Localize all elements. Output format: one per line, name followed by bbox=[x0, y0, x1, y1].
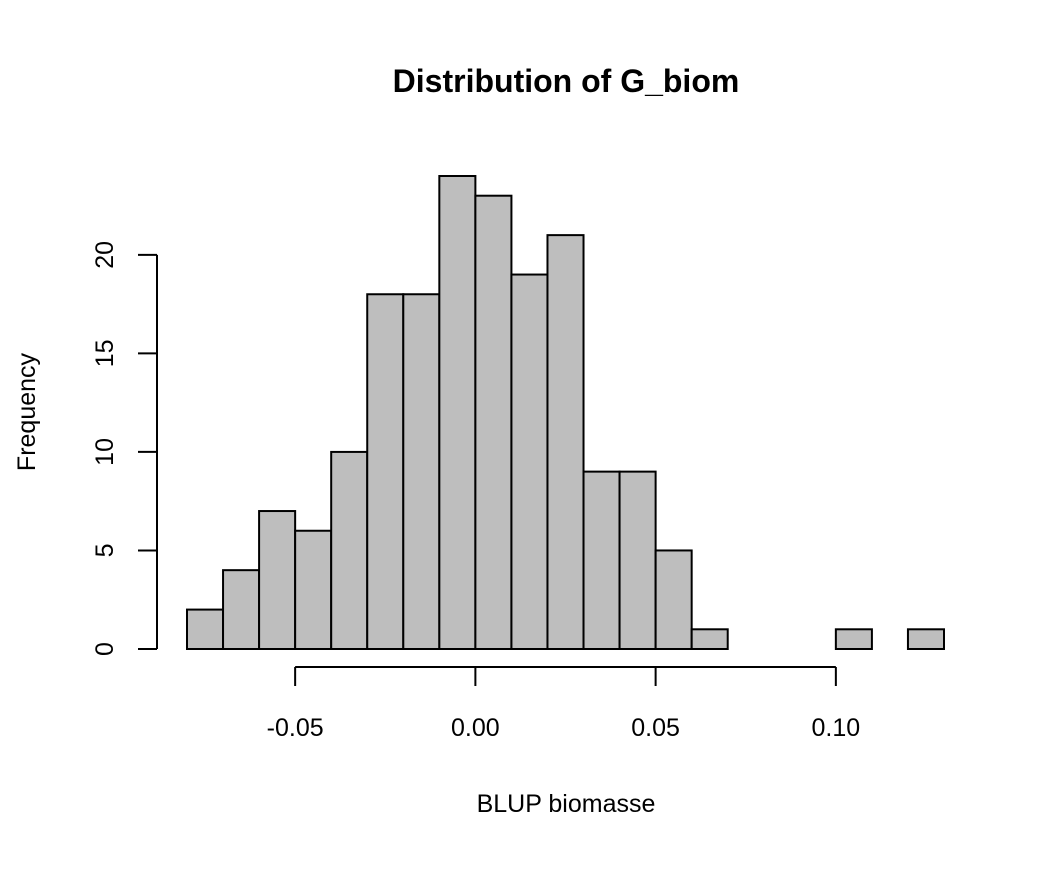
histogram-bar bbox=[654, 549, 693, 650]
y-axis: 0 5 10 15 20 bbox=[91, 241, 158, 656]
x-tick-label: 0.05 bbox=[631, 714, 680, 742]
histogram-bar bbox=[834, 628, 873, 651]
histogram-bar bbox=[690, 628, 729, 651]
y-tick-label: 10 bbox=[91, 438, 119, 466]
x-axis-title: BLUP biomasse bbox=[477, 790, 656, 818]
x-tick-label: 0.00 bbox=[451, 714, 500, 742]
bars bbox=[186, 175, 946, 651]
histogram-bar bbox=[186, 608, 225, 650]
y-tick-label: 20 bbox=[91, 241, 119, 269]
histogram-bar bbox=[474, 194, 513, 650]
y-tick-label: 0 bbox=[91, 642, 119, 656]
histogram-bar bbox=[906, 628, 946, 651]
histogram-bar bbox=[510, 273, 549, 650]
histogram-bar bbox=[618, 470, 657, 650]
histogram-bar bbox=[582, 470, 621, 650]
chart-title: Distribution of G_biom bbox=[393, 63, 740, 99]
histogram-bar bbox=[546, 234, 585, 650]
histogram-bar bbox=[438, 175, 477, 650]
histogram-bar bbox=[366, 293, 405, 650]
histogram-bar bbox=[330, 450, 369, 650]
y-tick-label: 15 bbox=[91, 339, 119, 367]
x-tick-label: 0.10 bbox=[812, 714, 861, 742]
x-axis: -0.05 0.00 0.05 0.10 bbox=[267, 666, 861, 742]
y-tick-label: 5 bbox=[91, 544, 119, 558]
histogram-bar bbox=[294, 529, 333, 650]
histogram-bar bbox=[258, 510, 297, 650]
histogram-bar bbox=[222, 569, 261, 651]
histogram-bar bbox=[402, 293, 441, 650]
y-axis-title: Frequency bbox=[13, 352, 41, 471]
x-tick-label: -0.05 bbox=[267, 714, 324, 742]
